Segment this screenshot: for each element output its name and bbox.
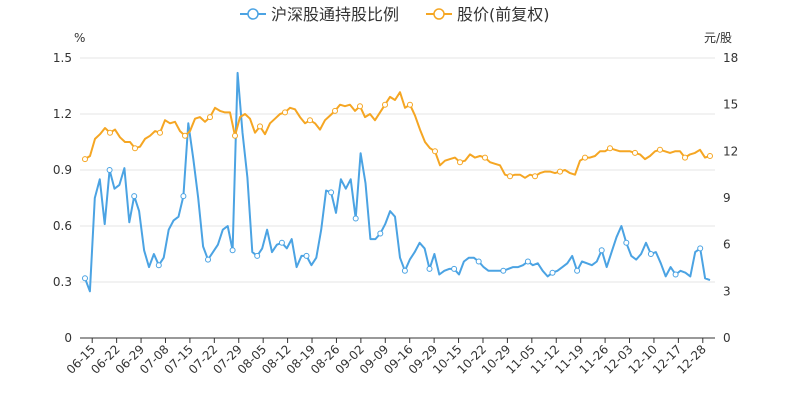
legend-marker-stock-price <box>433 8 445 20</box>
series-point-1[interactable] <box>432 148 438 155</box>
series-point-1[interactable] <box>507 173 513 180</box>
series-point-0[interactable] <box>574 267 581 274</box>
series-point-0[interactable] <box>254 252 261 259</box>
series-lines <box>84 71 711 293</box>
series-point-1[interactable] <box>582 154 588 161</box>
series-point-1[interactable] <box>82 156 88 163</box>
series-point-0[interactable] <box>131 193 138 200</box>
series-point-0[interactable] <box>598 247 605 254</box>
x-axis: 06-1506-2206-2907-0807-1507-2207-2908-05… <box>64 337 715 377</box>
series-point-0[interactable] <box>647 251 654 257</box>
series-point-0[interactable] <box>106 167 113 173</box>
series-point-1[interactable] <box>357 103 363 110</box>
left-axis-ticks: 0 0.3 0.6 0.9 1.2 1.5 <box>53 51 72 345</box>
right-tick-label: 0 <box>723 331 731 345</box>
series-point-1[interactable] <box>657 146 663 153</box>
series-point-1[interactable] <box>407 101 413 108</box>
series-point-1[interactable] <box>382 101 388 108</box>
series-point-0[interactable] <box>229 247 236 254</box>
series-point-0[interactable] <box>155 262 162 269</box>
right-tick-label: 15 <box>723 98 738 112</box>
legend-label-holding-ratio: 沪深股通持股比例 <box>271 5 399 24</box>
series-line-0 <box>84 71 711 293</box>
series-markers <box>82 101 713 282</box>
series-point-0[interactable] <box>180 193 187 200</box>
series-point-0[interactable] <box>623 239 630 246</box>
series-point-1[interactable] <box>282 109 288 116</box>
series-point-1[interactable] <box>307 117 313 124</box>
series-point-1[interactable] <box>707 153 713 159</box>
right-tick-label: 12 <box>723 144 738 158</box>
right-tick-label: 9 <box>723 191 731 205</box>
series-point-0[interactable] <box>352 215 359 222</box>
legend-marker-holding-ratio <box>247 8 259 20</box>
series-point-1[interactable] <box>132 145 138 152</box>
left-tick-label: 0 <box>64 331 72 345</box>
right-axis-unit: 元/股 <box>704 31 732 45</box>
series-point-0[interactable] <box>426 265 433 272</box>
series-point-0[interactable] <box>500 267 507 274</box>
series-point-1[interactable] <box>557 168 563 175</box>
series-point-0[interactable] <box>524 258 531 265</box>
series-point-0[interactable] <box>377 230 384 237</box>
series-point-0[interactable] <box>303 252 310 259</box>
right-tick-label: 3 <box>723 284 731 298</box>
left-tick-label: 1.5 <box>53 51 72 65</box>
right-tick-label: 18 <box>723 51 738 65</box>
series-point-0[interactable] <box>328 189 335 196</box>
legend-item-holding-ratio[interactable]: 沪深股通持股比例 <box>240 5 399 24</box>
series-point-1[interactable] <box>157 129 163 136</box>
series-point-1[interactable] <box>107 129 113 136</box>
series-point-1[interactable] <box>632 149 638 156</box>
left-axis-unit: % <box>74 31 85 45</box>
left-tick-label: 1.2 <box>53 107 72 121</box>
series-point-0[interactable] <box>82 275 88 282</box>
series-point-1[interactable] <box>682 154 688 161</box>
series-point-0[interactable] <box>672 271 679 278</box>
series-line-1 <box>84 91 711 179</box>
series-point-0[interactable] <box>475 258 482 265</box>
legend-item-stock-price[interactable]: 股价(前复权) <box>426 5 550 24</box>
series-point-1[interactable] <box>207 114 213 121</box>
left-tick-label: 0.6 <box>53 219 72 233</box>
series-point-1[interactable] <box>257 123 263 130</box>
series-point-1[interactable] <box>232 132 238 139</box>
legend[interactable]: 沪深股通持股比例 股价(前复权) <box>240 5 550 24</box>
series-point-1[interactable] <box>182 132 188 139</box>
series-point-1[interactable] <box>532 173 538 180</box>
series-point-0[interactable] <box>401 267 408 274</box>
series-point-1[interactable] <box>607 145 613 152</box>
left-tick-label: 0.9 <box>53 163 72 177</box>
left-tick-label: 0.3 <box>53 275 72 289</box>
series-point-0[interactable] <box>549 269 556 276</box>
right-axis-ticks: 0 3 6 9 12 15 18 <box>723 51 738 345</box>
series-point-0[interactable] <box>451 265 458 272</box>
series-point-1[interactable] <box>457 159 463 166</box>
series-point-0[interactable] <box>697 245 704 252</box>
series-point-1[interactable] <box>482 154 488 161</box>
series-point-0[interactable] <box>278 239 285 246</box>
right-tick-label: 6 <box>723 238 731 252</box>
gridlines <box>80 57 715 283</box>
series-point-0[interactable] <box>205 256 211 263</box>
series-point-1[interactable] <box>332 107 338 114</box>
legend-label-stock-price: 股价(前复权) <box>457 5 550 24</box>
